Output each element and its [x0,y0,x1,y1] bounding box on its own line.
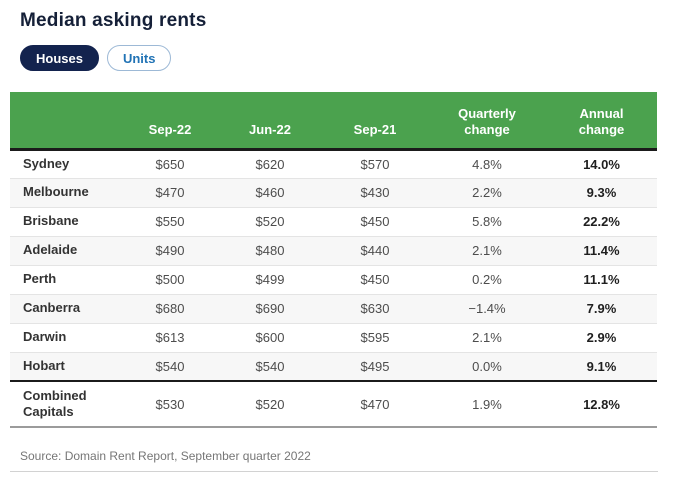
cell-annual-change: 12.8% [546,380,657,428]
cell-city: Melbourne [10,177,122,207]
cell-annual-change: 14.0% [583,156,620,172]
cell-city: Perth [10,264,122,294]
table-row-perth: Perth $500 $499 $450 0.2% 11.1% [10,264,657,294]
cell-quarterly-change: 2.1% [428,235,546,265]
cell-annual-change: 2.9% [546,322,657,352]
table-row-melbourne: Melbourne $470 $460 $430 2.2% 9.3% [10,177,657,207]
col-header-sep22: Sep-22 [122,92,218,151]
cell-quarterly-change: −1.4% [428,293,546,323]
cell-city: Sydney [23,155,70,171]
table-row-canberra: Canberra $680 $690 $630 −1.4% 7.9% [10,293,657,323]
table-row-adelaide: Adelaide $490 $480 $440 2.1% 11.4% [10,235,657,265]
cell-sep22: $540 [122,351,218,381]
cell-quarterly-change: 0.2% [428,264,546,294]
col-header-quarterly-change: Quarterly change [428,92,546,151]
cell-sep21: $430 [322,177,428,207]
cell-sep22: $500 [122,264,218,294]
cell-sep21: $440 [322,235,428,265]
cell-sep22: $680 [122,293,218,323]
cell-sep21: $450 [322,264,428,294]
cell-sep21: $470 [322,380,428,428]
cell-annual-change: 11.1% [546,264,657,294]
cell-quarterly-change: 0.0% [428,351,546,381]
cell-annual-change: 9.1% [546,351,657,381]
cell-jun22: $460 [218,177,322,207]
table-header: Sep-22 Jun-22 Sep-21 Quarterly change An… [10,92,657,151]
cell-sep21: $450 [322,206,428,236]
cell-city: Combined Capitals [10,380,122,428]
cell-annual-change: 9.3% [546,177,657,207]
table-row-sydney: Sydney $650 $620 $570 4.8% 14.0% [10,149,657,178]
table-row-darwin: Darwin $613 $600 $595 2.1% 2.9% [10,322,657,352]
source-note: Source: Domain Rent Report, September qu… [20,449,311,463]
cell-annual-change: 11.4% [546,235,657,265]
table-row-combined-capitals: Combined Capitals $530 $520 $470 1.9% 12… [10,380,657,428]
rents-table: Sep-22 Jun-22 Sep-21 Quarterly change An… [10,92,657,428]
cell-sep22: $470 [122,177,218,207]
cell-city: Hobart [10,351,122,381]
table-row-hobart: Hobart $540 $540 $495 0.0% 9.1% [10,351,657,381]
tab-houses[interactable]: Houses [20,45,99,71]
cell-jun22: $499 [218,264,322,294]
footer-divider [10,471,658,472]
cell-jun22: $690 [218,293,322,323]
table-body: Sydney $650 $620 $570 4.8% 14.0% Melbour… [10,149,657,428]
cell-sep22: $650 [155,156,185,172]
col-header-sep21: Sep-21 [322,92,428,151]
tab-bar: Houses Units [20,45,682,71]
cell-quarterly-change: 5.8% [428,206,546,236]
cell-quarterly-change: 4.8% [472,156,502,172]
cell-city: Darwin [10,322,122,352]
cell-sep22: $613 [122,322,218,352]
table-row-brisbane: Brisbane $550 $520 $450 5.8% 22.2% [10,206,657,236]
cell-sep21: $495 [322,351,428,381]
cell-sep21: $570 [360,156,390,172]
cell-sep22: $550 [122,206,218,236]
col-header-annual-change: Annual change [546,92,657,151]
cell-quarterly-change: 1.9% [428,380,546,428]
cell-jun22: $520 [218,206,322,236]
cell-annual-change: 22.2% [546,206,657,236]
cell-sep21: $595 [322,322,428,352]
cell-city: Brisbane [10,206,122,236]
tab-units[interactable]: Units [106,45,172,71]
cell-city: Adelaide [10,235,122,265]
header-row: Sep-22 Jun-22 Sep-21 Quarterly change An… [10,92,657,151]
cell-quarterly-change: 2.1% [428,322,546,352]
cell-jun22: $520 [218,380,322,428]
cell-jun22: $600 [218,322,322,352]
col-header-city [10,92,122,151]
cell-jun22: $480 [218,235,322,265]
cell-sep22: $490 [122,235,218,265]
cell-jun22: $620 [255,156,285,172]
cell-city: Canberra [10,293,122,323]
col-header-jun22: Jun-22 [218,92,322,151]
cell-quarterly-change: 2.2% [428,177,546,207]
cell-sep22: $530 [122,380,218,428]
cell-annual-change: 7.9% [546,293,657,323]
cell-sep21: $630 [322,293,428,323]
cell-jun22: $540 [218,351,322,381]
page-title: Median asking rents [20,10,207,31]
